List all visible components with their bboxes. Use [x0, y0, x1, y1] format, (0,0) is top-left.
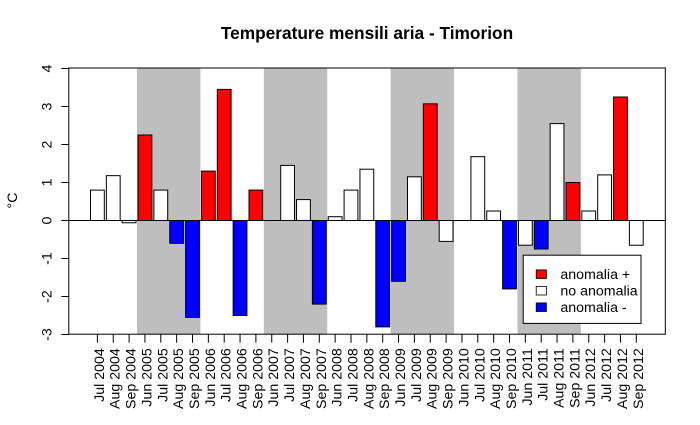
svg-text:Jun 2012: Jun 2012	[583, 348, 599, 406]
svg-text:Aug 2007: Aug 2007	[298, 348, 314, 409]
svg-text:Jul 2009: Jul 2009	[409, 348, 425, 402]
svg-text:Jul 2008: Jul 2008	[346, 348, 362, 402]
svg-text:-3: -3	[40, 328, 56, 341]
svg-text:Jun 2008: Jun 2008	[330, 348, 346, 406]
svg-text:Sep 2012: Sep 2012	[631, 348, 647, 409]
svg-text:Jun 2011: Jun 2011	[520, 348, 536, 405]
svg-text:Aug 2005: Aug 2005	[171, 348, 187, 409]
svg-text:Jul 2004: Jul 2004	[92, 348, 108, 402]
svg-text:Jun 2010: Jun 2010	[456, 348, 472, 406]
svg-text:2: 2	[40, 140, 56, 148]
svg-text:Sep 2008: Sep 2008	[377, 348, 393, 409]
svg-text:Aug 2012: Aug 2012	[615, 348, 631, 409]
svg-text:Sep 2007: Sep 2007	[314, 348, 330, 409]
svg-text:Sep 2004: Sep 2004	[124, 348, 140, 409]
svg-text:Sep 2009: Sep 2009	[441, 348, 457, 409]
svg-text:Temperature mensili aria - Tim: Temperature mensili aria - Timorion	[221, 23, 513, 43]
svg-text:Jul 2011: Jul 2011	[536, 348, 552, 401]
svg-text:Aug 2008: Aug 2008	[361, 348, 377, 409]
svg-text:4: 4	[40, 64, 56, 72]
svg-text:Jun 2007: Jun 2007	[266, 348, 282, 406]
svg-text:no anomalia: no anomalia	[560, 284, 637, 300]
svg-text:Jul 2005: Jul 2005	[155, 348, 171, 402]
svg-text:Jul 2006: Jul 2006	[219, 348, 235, 402]
svg-text:Aug 2010: Aug 2010	[488, 348, 504, 409]
svg-text:3: 3	[40, 102, 56, 110]
svg-text:-2: -2	[40, 290, 56, 303]
svg-text:0: 0	[40, 216, 56, 224]
svg-text:Jul 2007: Jul 2007	[282, 348, 298, 402]
svg-text:Jun 2009: Jun 2009	[393, 348, 409, 406]
svg-text:Aug 2011: Aug 2011	[552, 348, 568, 408]
svg-text:Jun 2006: Jun 2006	[203, 348, 219, 406]
svg-text:Aug 2006: Aug 2006	[235, 348, 251, 409]
svg-text:Jun 2005: Jun 2005	[139, 348, 155, 406]
svg-text:Sep 2010: Sep 2010	[504, 348, 520, 409]
svg-text:°C: °C	[5, 193, 21, 209]
svg-text:1: 1	[40, 178, 56, 186]
svg-text:Aug 2009: Aug 2009	[425, 348, 441, 409]
svg-text:Sep 2005: Sep 2005	[187, 348, 203, 409]
svg-text:Sep 2011: Sep 2011	[567, 348, 583, 408]
svg-text:Sep 2006: Sep 2006	[250, 348, 266, 409]
svg-text:Jul 2012: Jul 2012	[599, 348, 615, 402]
svg-text:-1: -1	[40, 252, 56, 265]
svg-text:anomalia +: anomalia +	[560, 267, 630, 283]
svg-text:Jul 2010: Jul 2010	[472, 348, 488, 402]
svg-text:anomalia -: anomalia -	[560, 300, 627, 316]
svg-text:Aug 2004: Aug 2004	[108, 348, 124, 409]
